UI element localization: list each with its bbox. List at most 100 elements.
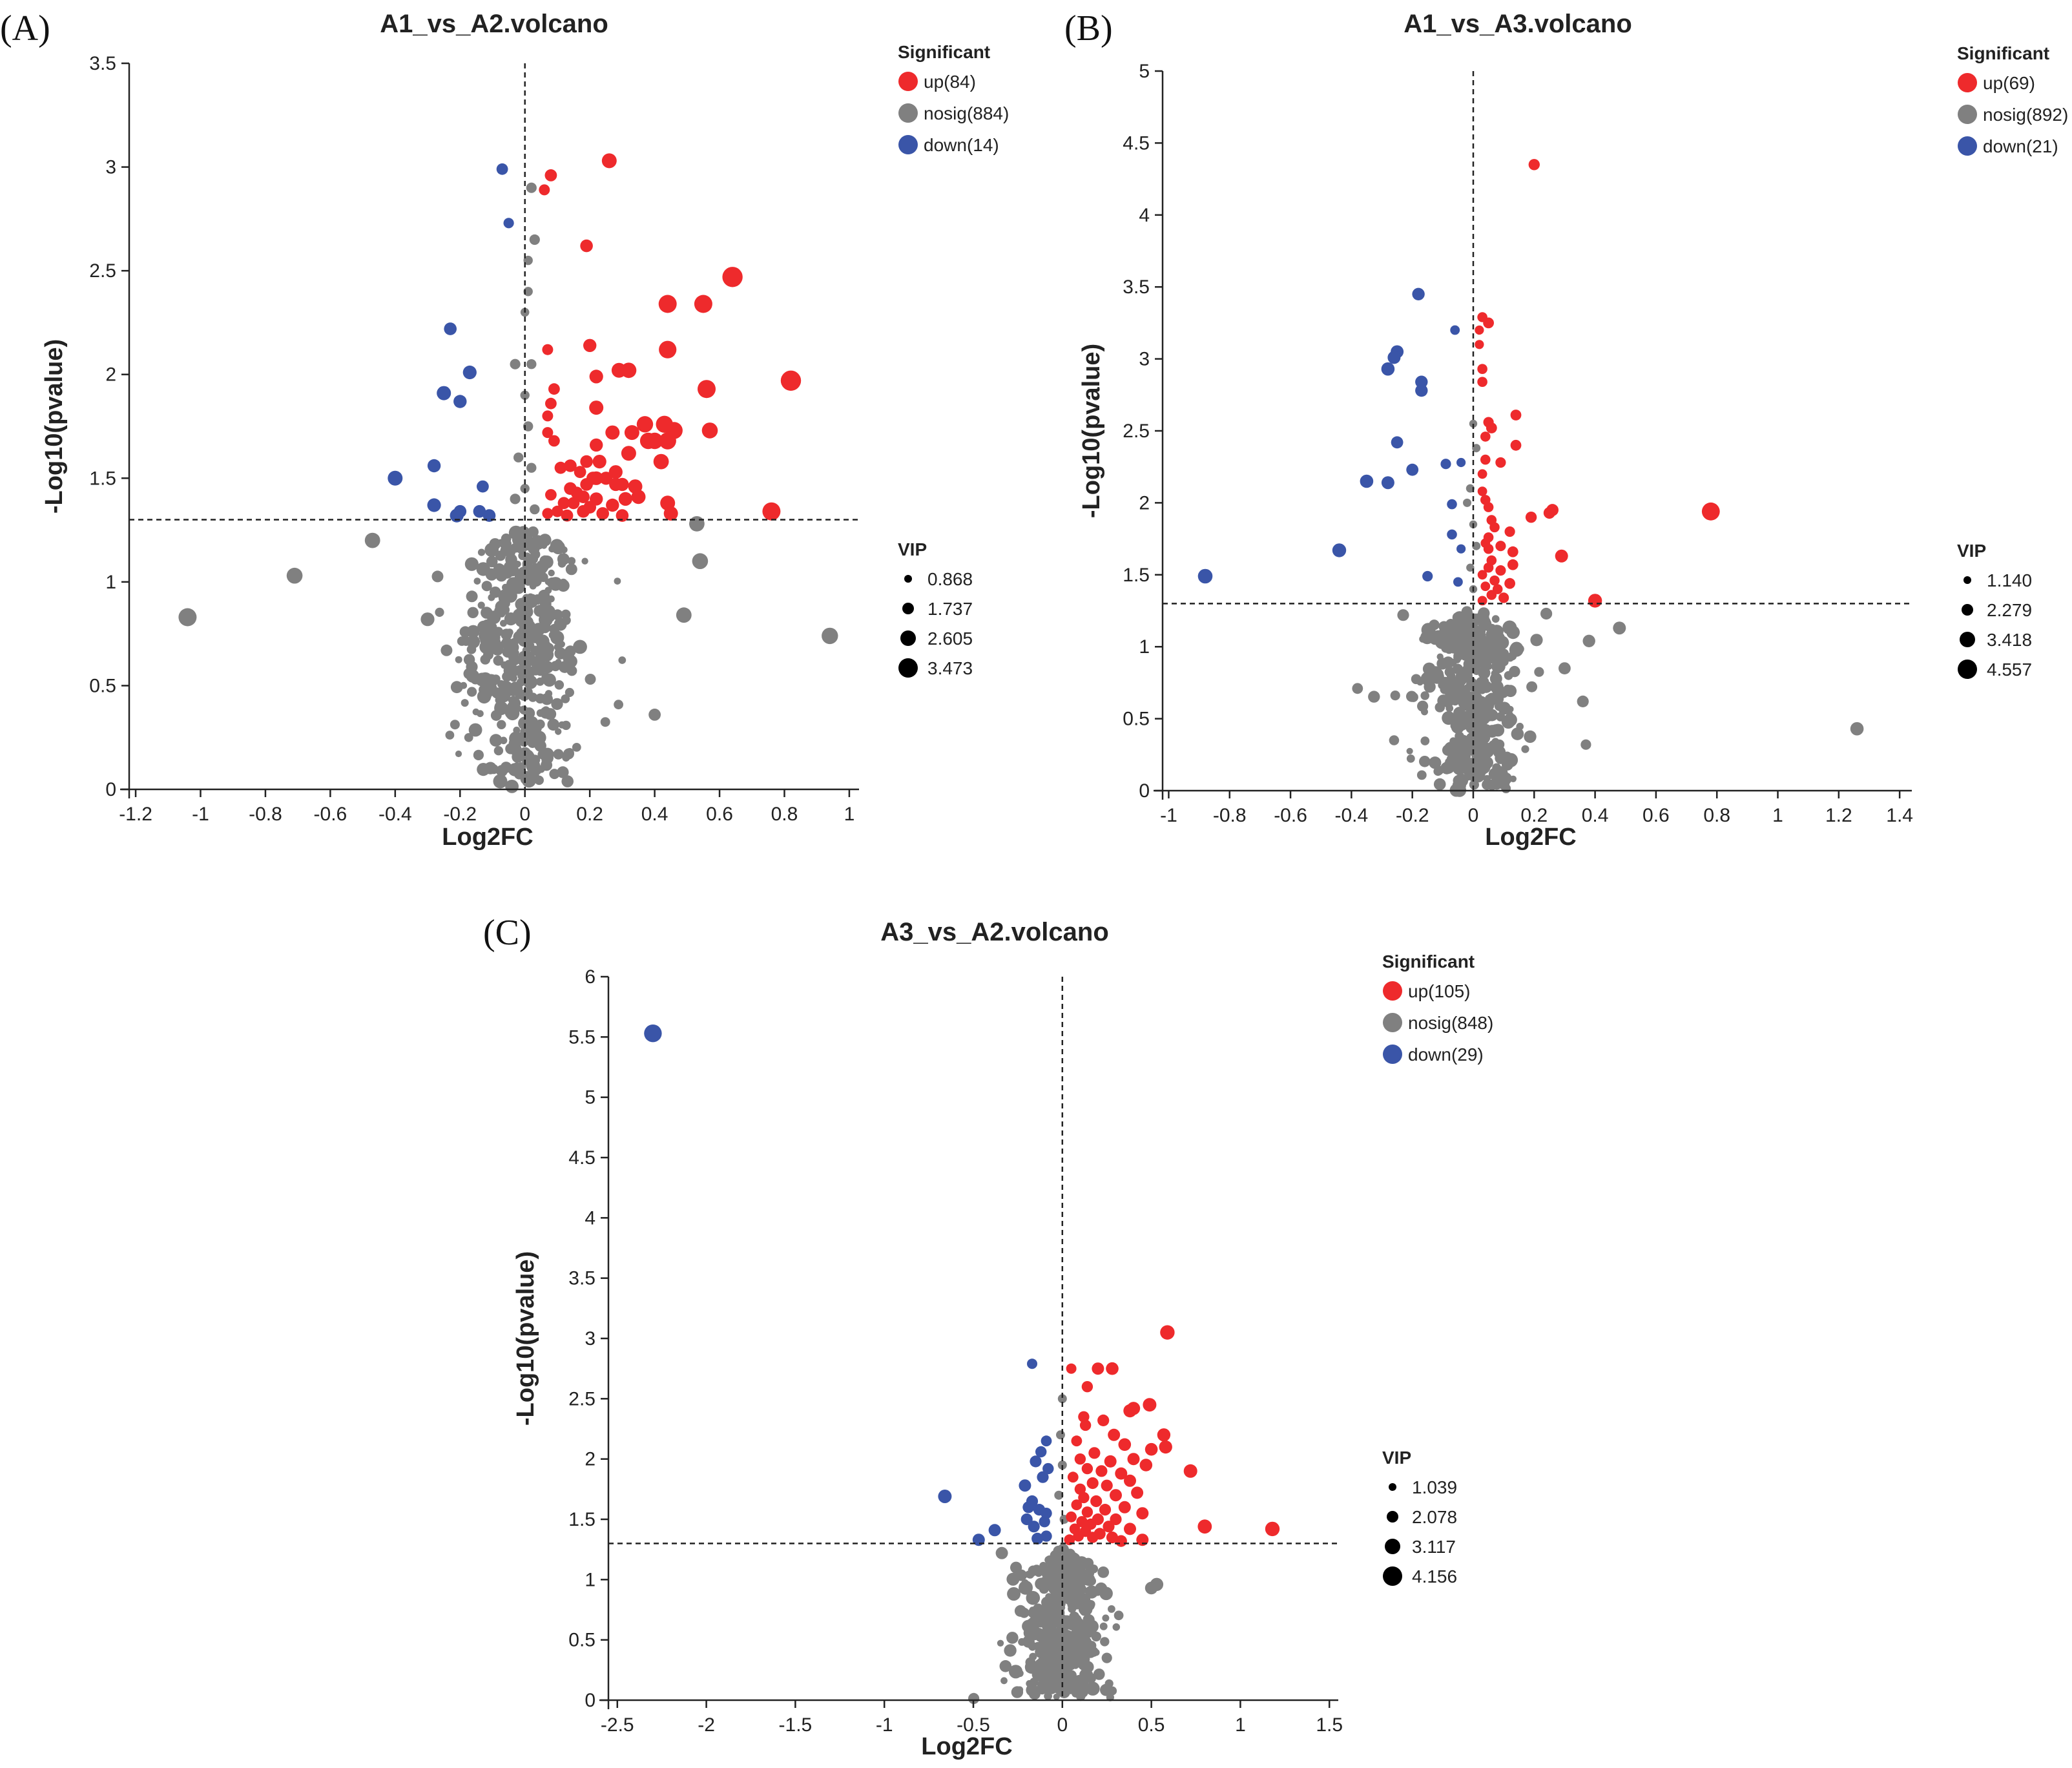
point-up xyxy=(1157,1428,1171,1442)
chart-title: A1_vs_A3.volcano xyxy=(1404,10,1632,38)
point-nosig xyxy=(468,723,482,737)
y-tick-label: 3.5 xyxy=(1123,276,1150,298)
point-up xyxy=(596,507,609,520)
point-up xyxy=(1504,577,1515,589)
point-up xyxy=(1131,1486,1144,1499)
point-nosig xyxy=(1397,609,1409,621)
vip-legend-marker xyxy=(1960,632,1975,647)
point-up xyxy=(1106,1362,1119,1375)
point-down xyxy=(1041,1530,1052,1542)
point-up xyxy=(621,362,637,379)
y-tick-label: 0 xyxy=(585,1690,596,1711)
point-nosig xyxy=(1466,563,1475,572)
x-tick-label: -0.6 xyxy=(314,804,347,825)
vip-legend-label: 1.737 xyxy=(927,599,973,619)
point-nosig xyxy=(689,516,705,532)
point-nosig xyxy=(573,640,587,654)
point-nosig xyxy=(519,705,528,714)
y-tick-label: 2 xyxy=(105,364,116,386)
point-nosig xyxy=(490,587,501,598)
x-tick-label: 0 xyxy=(1468,805,1479,826)
point-nosig xyxy=(1478,667,1491,680)
point-nosig xyxy=(1091,1631,1101,1642)
point-up xyxy=(606,498,619,512)
point-nosig xyxy=(1475,738,1487,749)
point-up xyxy=(1510,439,1522,451)
points-layer xyxy=(1197,159,1864,797)
point-nosig xyxy=(1064,1574,1074,1584)
y-axis-title: -Log10(pvalue) xyxy=(41,339,68,514)
point-nosig xyxy=(1352,683,1363,694)
point-nosig xyxy=(1466,484,1475,493)
x-tick-label: 0.5 xyxy=(1138,1714,1165,1736)
point-nosig xyxy=(494,700,507,713)
point-nosig xyxy=(561,616,571,625)
point-nosig xyxy=(435,607,444,618)
vip-legend-marker xyxy=(1958,660,1977,679)
point-nosig xyxy=(581,557,588,565)
point-down xyxy=(388,470,403,486)
x-tick-label: 0.8 xyxy=(771,804,798,825)
point-nosig xyxy=(508,696,515,704)
point-nosig xyxy=(1482,779,1493,790)
point-nosig xyxy=(1582,634,1595,647)
point-nosig xyxy=(535,677,544,686)
point-up xyxy=(1197,1519,1212,1534)
point-down xyxy=(1456,544,1466,554)
point-nosig xyxy=(1433,778,1446,791)
point-nosig xyxy=(1452,663,1464,674)
point-nosig xyxy=(550,661,561,672)
point-up xyxy=(762,502,781,521)
point-down xyxy=(496,163,508,175)
point-up xyxy=(542,410,554,422)
point-nosig xyxy=(526,182,537,193)
y-tick-label: 3.5 xyxy=(568,1268,596,1289)
point-nosig xyxy=(466,590,478,603)
point-nosig xyxy=(495,600,509,614)
point-up xyxy=(1078,1492,1090,1504)
point-up xyxy=(1071,1499,1083,1510)
point-nosig xyxy=(1486,663,1493,670)
point-nosig xyxy=(487,610,501,625)
point-nosig xyxy=(467,687,477,697)
point-up xyxy=(1477,570,1487,580)
point-up xyxy=(1588,594,1602,608)
point-nosig xyxy=(508,681,523,696)
point-nosig xyxy=(543,610,555,623)
point-nosig xyxy=(508,549,515,557)
point-up xyxy=(1066,1511,1077,1523)
point-nosig xyxy=(1390,691,1400,701)
point-nosig xyxy=(550,630,565,645)
point-nosig xyxy=(1492,628,1500,636)
point-nosig xyxy=(1014,1605,1027,1617)
point-down xyxy=(1412,287,1425,300)
point-nosig xyxy=(1039,1561,1048,1570)
point-up xyxy=(577,490,590,503)
point-nosig xyxy=(1442,764,1449,772)
point-nosig xyxy=(534,605,546,617)
point-nosig xyxy=(1406,754,1415,763)
point-nosig xyxy=(1493,644,1503,654)
point-nosig xyxy=(1419,756,1431,767)
volcano-chart-b: (B) A1_vs_A3.volcano00.511.522.533.544.55… xyxy=(1064,8,2068,851)
point-down xyxy=(1019,1479,1031,1492)
y-tick-label: 3 xyxy=(1139,349,1150,370)
point-nosig xyxy=(461,699,469,707)
vip-legend-marker xyxy=(902,603,914,614)
point-up xyxy=(1483,543,1494,554)
point-nosig xyxy=(1108,1605,1115,1613)
point-nosig xyxy=(1041,1672,1049,1680)
point-nosig xyxy=(1487,699,1495,707)
point-nosig xyxy=(1453,707,1466,720)
point-up xyxy=(698,380,716,399)
legend-marker-nosig xyxy=(1958,105,1977,124)
point-down xyxy=(1447,529,1457,540)
point-nosig xyxy=(566,665,577,676)
point-nosig xyxy=(541,706,550,715)
legend-label-down: down(21) xyxy=(1983,136,2058,156)
panel-label: (B) xyxy=(1064,8,1113,48)
point-nosig xyxy=(523,751,535,765)
x-tick-label: 0.6 xyxy=(706,804,733,825)
point-up xyxy=(1504,526,1515,537)
point-nosig xyxy=(1472,444,1481,453)
